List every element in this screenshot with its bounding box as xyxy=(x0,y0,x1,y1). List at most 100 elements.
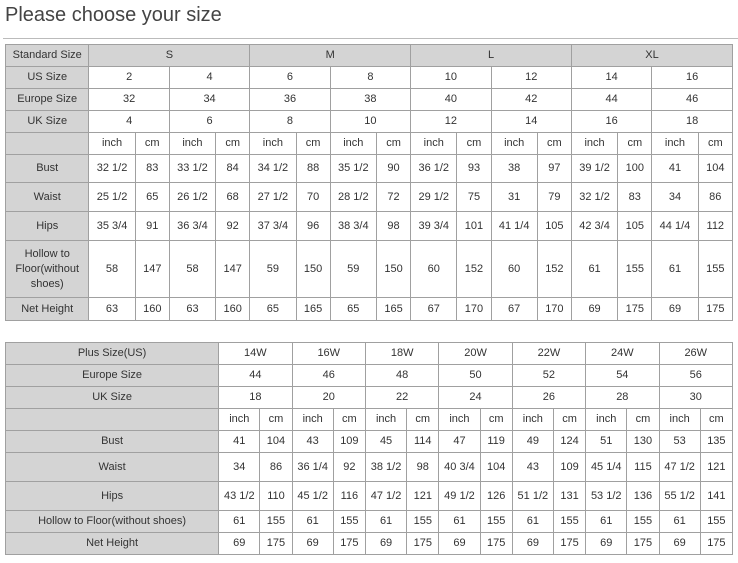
measure-value: 175 xyxy=(406,532,440,555)
measure-value: 70 xyxy=(295,182,331,212)
unit-inch: inch xyxy=(651,132,699,155)
measure-value: 92 xyxy=(215,211,251,241)
measure-value: 28 1/2 xyxy=(329,182,377,212)
measure-value: 90 xyxy=(375,154,412,183)
measure-value: 61 xyxy=(651,240,699,298)
measure-value: 41 xyxy=(218,430,261,453)
measure-value: 32 1/2 xyxy=(570,182,619,212)
measure-value: 83 xyxy=(617,182,653,212)
measure-value: 175 xyxy=(617,297,653,321)
measure-value: 104 xyxy=(259,430,293,453)
measure-value: 96 xyxy=(295,211,331,241)
measure-value: 91 xyxy=(134,211,170,241)
measure-value: 34 xyxy=(651,182,699,212)
measure-value: 75 xyxy=(456,182,492,212)
size-value: 24 xyxy=(438,386,513,409)
measure-value: 141 xyxy=(699,481,734,511)
measure-value: 61 xyxy=(585,510,628,533)
size-value: 30 xyxy=(658,386,734,409)
measure-value: 175 xyxy=(259,532,293,555)
unit-cm: cm xyxy=(295,132,331,155)
unit-inch: inch xyxy=(329,132,377,155)
size-value: 18 xyxy=(218,386,293,409)
size-value: 44 xyxy=(570,88,653,111)
measure-value: 69 xyxy=(218,532,261,555)
measure-value: 63 xyxy=(88,297,136,321)
measure-value: 69 xyxy=(651,297,699,321)
measure-value: 35 1/2 xyxy=(329,154,377,183)
measure-value: 26 1/2 xyxy=(168,182,217,212)
measure-value: 61 xyxy=(218,510,261,533)
size-group-l: L xyxy=(410,44,572,67)
table-row: inch cm inch cm inch cm inch cm inch cm inch cm inch… xyxy=(4,132,734,155)
unit-inch: inch xyxy=(168,132,217,155)
measure-value: 175 xyxy=(697,297,734,321)
size-value: 40 xyxy=(410,88,492,111)
row-label: Hollow to Floor(without shoes) xyxy=(4,510,220,533)
size-value: 46 xyxy=(651,88,733,111)
row-label: Plus Size(US) xyxy=(4,342,220,365)
measure-value: 37 3/4 xyxy=(249,211,297,241)
measure-value: 86 xyxy=(259,452,293,482)
unit-inch: inch xyxy=(438,408,481,431)
table-row: Hollow to Floor(without shoes) 61 155 61 155… xyxy=(4,510,734,533)
size-value: 22 xyxy=(364,386,440,409)
measure-value: 59 xyxy=(249,240,297,298)
measure-value: 101 xyxy=(456,211,492,241)
size-value: 16 xyxy=(651,66,733,89)
table-row: Bust 41 104 43 109 45 114 47 119 49 124 51 130 53 135 xyxy=(4,430,734,453)
size-value: 32 xyxy=(88,88,170,111)
unit-cm: cm xyxy=(626,408,660,431)
plus-size-table: Plus Size(US) 14W 16W 18W 20W 22W 24W 26W Europe… xyxy=(4,342,734,555)
measure-value: 43 1/2 xyxy=(218,481,261,511)
row-label: Net Height xyxy=(4,297,90,321)
measure-value: 147 xyxy=(134,240,170,298)
table-row: Waist 34 86 36 1/4 92 38 1/2 98 40 3/4 104 43 109 4… xyxy=(4,452,734,482)
measure-value: 49 xyxy=(511,430,554,453)
size-value: 26 xyxy=(511,386,587,409)
measure-value: 104 xyxy=(479,452,513,482)
size-group-s: S xyxy=(88,44,251,67)
size-value: 18W xyxy=(364,342,440,365)
unit-cm: cm xyxy=(332,408,366,431)
measure-value: 69 xyxy=(570,297,619,321)
divider xyxy=(3,38,738,39)
measure-value: 67 xyxy=(490,297,538,321)
table-row: Waist 25 1/2 65 26 1/2 68 27 1/2 70 28 1/2 72 29 … xyxy=(4,182,734,212)
size-value: 42 xyxy=(490,88,572,111)
size-value: 14W xyxy=(218,342,293,365)
measure-value: 61 xyxy=(511,510,554,533)
measure-value: 39 1/2 xyxy=(570,154,619,183)
measure-value: 63 xyxy=(168,297,217,321)
measure-value: 29 1/2 xyxy=(410,182,458,212)
size-value: 34 xyxy=(168,88,251,111)
measure-value: 36 1/4 xyxy=(291,452,334,482)
measure-value: 31 xyxy=(490,182,538,212)
table-row: Hips 35 3/4 91 36 3/4 92 37 3/4 96 38 3/4 98 39 3… xyxy=(4,211,734,241)
measure-value: 69 xyxy=(291,532,334,555)
unit-inch: inch xyxy=(658,408,701,431)
measure-value: 115 xyxy=(626,452,660,482)
unit-inch: inch xyxy=(291,408,334,431)
measure-value: 121 xyxy=(699,452,734,482)
measure-value: 170 xyxy=(456,297,492,321)
measure-value: 114 xyxy=(406,430,440,453)
measure-value: 33 1/2 xyxy=(168,154,217,183)
size-value: 52 xyxy=(511,364,587,387)
size-value: 28 xyxy=(585,386,660,409)
measure-value: 110 xyxy=(259,481,293,511)
table-row: Net Height 69 175 69 175 69 175 69 175 69 175 69 175… xyxy=(4,532,734,555)
measure-value: 61 xyxy=(658,510,701,533)
measure-value: 155 xyxy=(406,510,440,533)
measure-value: 39 3/4 xyxy=(410,211,458,241)
size-value: 10 xyxy=(410,66,492,89)
measure-value: 68 xyxy=(215,182,251,212)
row-label: Hips xyxy=(4,481,220,511)
measure-value: 61 xyxy=(438,510,481,533)
measure-value: 119 xyxy=(479,430,513,453)
measure-value: 61 xyxy=(570,240,619,298)
table-row: Net Height 63 160 63 160 65 165 65 165 67 170 67 170… xyxy=(4,297,734,321)
measure-value: 155 xyxy=(332,510,366,533)
measure-value: 45 1/4 xyxy=(585,452,628,482)
unit-cm: cm xyxy=(479,408,513,431)
